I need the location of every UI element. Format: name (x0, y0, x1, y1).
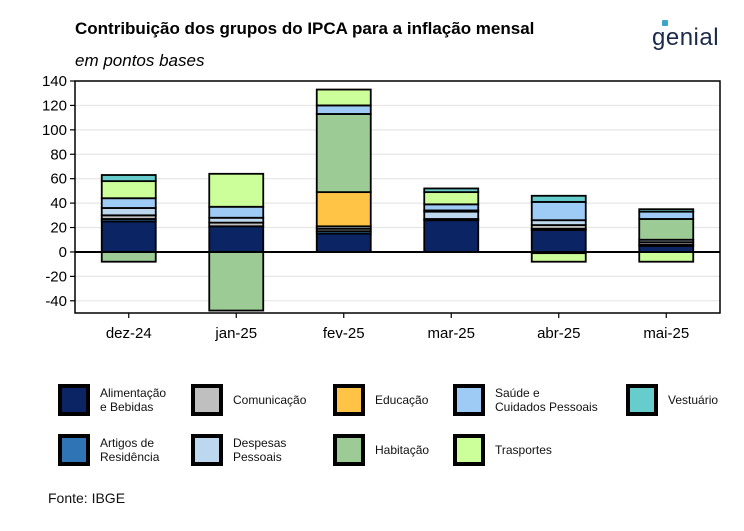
x-tick-label: dez-24 (106, 325, 152, 342)
bar-segment (100, 207, 157, 217)
bar-segment (530, 194, 587, 203)
x-tick-label: mar-25 (427, 325, 475, 342)
legend-item: Artigos de Residência (58, 434, 159, 466)
y-tick-label: 0 (59, 244, 67, 261)
bar-segment (100, 174, 157, 183)
bar-segment (315, 88, 372, 107)
legend-swatch (58, 434, 90, 466)
grid-lines (75, 80, 720, 302)
legend-swatch (453, 384, 485, 416)
legend-label: Comunicação (233, 393, 307, 407)
bar-segment (315, 113, 372, 194)
bar-segment (100, 197, 157, 209)
bar-segment (208, 251, 265, 312)
bar-segment (638, 208, 695, 213)
y-axis: 140 120 100 80 60 40 20 0 -20 -40 (42, 73, 75, 310)
bar-segment (530, 200, 587, 222)
legend-label: Trasportes (495, 443, 552, 457)
legend-item: Habitação (333, 434, 429, 466)
y-tick-label: 40 (50, 195, 67, 212)
y-tick-label: 120 (42, 97, 67, 114)
legend-label: Vestuário (668, 393, 719, 407)
bar-segment (100, 220, 157, 253)
bar-segment (530, 229, 587, 253)
legend-item: Despesas Pessoais (191, 434, 286, 466)
bars (75, 88, 720, 312)
legend-swatch (626, 384, 658, 416)
stacked-bar-chart: 140 120 100 80 60 40 20 0 -20 -40 dez-24 jan-25 fev… (42, 73, 721, 342)
y-tick-label: -20 (45, 268, 67, 285)
legend-swatch (191, 384, 223, 416)
legend-swatch (58, 384, 90, 416)
legend-label: Artigos de Residência (100, 436, 160, 464)
genial-logo: genial (652, 20, 720, 52)
legend-item: Alimentação e Bebidas (58, 384, 166, 416)
bar-segment (315, 104, 372, 115)
legend-label: Educação (375, 393, 429, 407)
x-tick-label: mai-25 (643, 325, 689, 342)
bar-segment (423, 203, 480, 212)
legend-item: Trasportes (453, 434, 552, 466)
bar-segment (100, 251, 157, 263)
y-tick-label: 100 (42, 122, 67, 139)
bar-segment (638, 218, 695, 241)
legend-swatch (453, 434, 485, 466)
bar-segment (315, 232, 372, 253)
legend-swatch (333, 384, 365, 416)
source-note: Fonte: IBGE (48, 490, 126, 506)
y-tick-label: 80 (50, 146, 67, 163)
bar-segment (100, 180, 157, 200)
legend-label: Alimentação e Bebidas (100, 386, 167, 414)
legend-item: Comunicação (191, 384, 306, 416)
bar-segment (638, 210, 695, 220)
legend-item: Saúde e Cuidados Pessoais (453, 384, 598, 416)
logo-dot-icon (662, 20, 668, 26)
bar-segment (638, 251, 695, 263)
bar-segment (423, 191, 480, 206)
y-tick-label: -40 (45, 293, 67, 310)
bar-segment (315, 191, 372, 228)
plot-frame (74, 80, 721, 314)
x-tick-label: jan-25 (214, 325, 257, 342)
bar-segment (423, 210, 480, 220)
legend-item: Educação (333, 384, 428, 416)
bar-segment (208, 225, 265, 253)
legend-label: Saúde e Cuidados Pessoais (495, 386, 598, 414)
y-tick-label: 140 (42, 73, 67, 90)
x-axis: dez-24 jan-25 fev-25 mar-25 abr-25 mai-25 (106, 313, 689, 342)
legend-swatch (191, 434, 223, 466)
legend-label: Habitação (375, 443, 430, 457)
legend-swatch (333, 434, 365, 466)
bar-segment (423, 219, 480, 253)
chart-subtitle: em pontos bases (75, 51, 205, 70)
y-tick-label: 20 (50, 220, 67, 237)
legend-item: Vestuário (626, 384, 718, 416)
logo-text: genial (652, 24, 720, 51)
bar-segment (208, 205, 265, 219)
bar-segment (530, 252, 587, 263)
bar-segment (208, 172, 265, 208)
legend-label: Despesas Pessoais (233, 436, 287, 464)
chart-title: Contribuição dos grupos do IPCA para a i… (75, 19, 535, 38)
x-tick-label: abr-25 (537, 325, 580, 342)
y-tick-label: 60 (50, 171, 67, 188)
x-tick-label: fev-25 (323, 325, 365, 342)
bar-segment (423, 187, 480, 194)
